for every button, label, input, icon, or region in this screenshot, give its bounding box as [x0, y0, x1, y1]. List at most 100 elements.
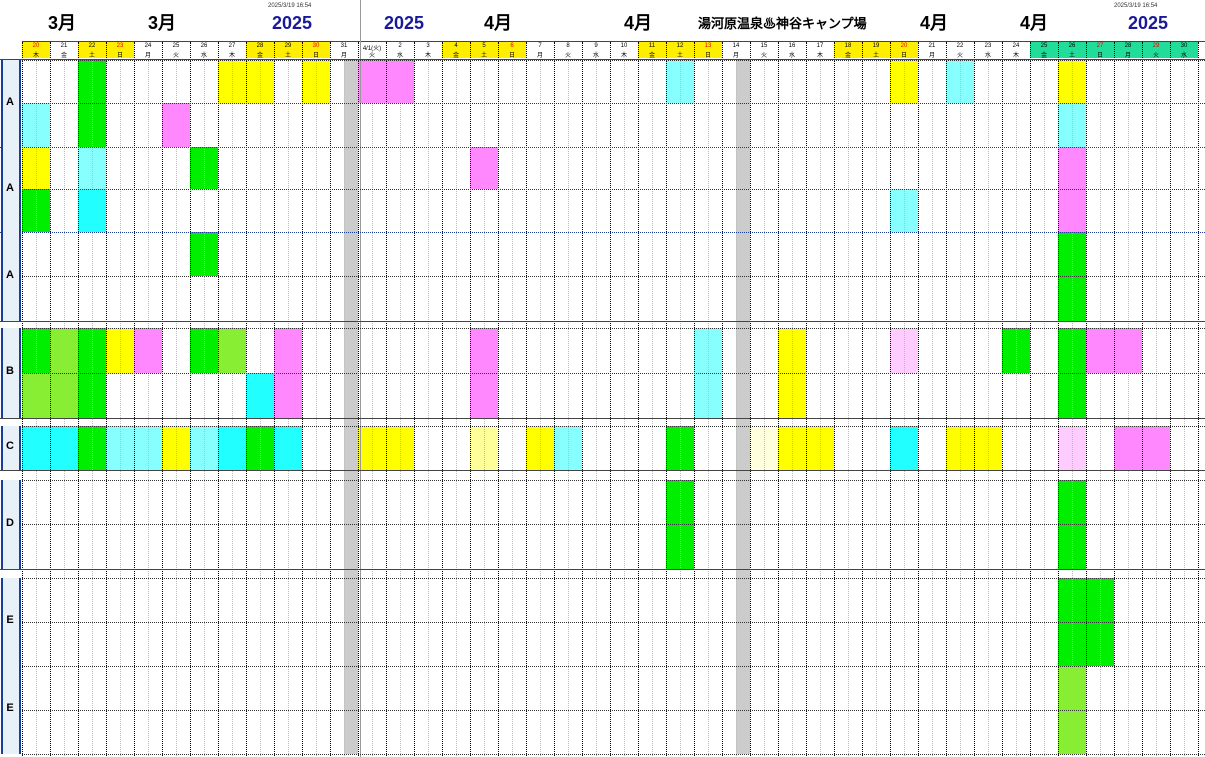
day-gridline [302, 42, 303, 756]
day-gridline [694, 42, 695, 756]
month-year-banner: 4月 [1020, 13, 1049, 33]
section-label: E [6, 702, 14, 714]
day-number: 26 [1068, 43, 1076, 49]
weekday-label: 水 [396, 53, 403, 59]
day-header-cell [1170, 42, 1198, 58]
weekday-label: 水 [592, 53, 599, 59]
weekday-label: 金 [60, 53, 67, 59]
day-header-cell [890, 42, 918, 58]
day-gridline [50, 42, 51, 756]
weekday-label: 木 [1012, 53, 1019, 59]
row-gridline [22, 666, 1205, 667]
day-number: 28 [256, 43, 264, 49]
day-header-cell [1142, 42, 1170, 58]
weekday-label: 木 [228, 53, 235, 59]
day-gridline [218, 42, 219, 756]
weekday-label: 土 [872, 53, 879, 59]
day-number: 13 [704, 43, 712, 49]
row-gridline [22, 276, 1205, 277]
row-gridline [22, 189, 1205, 190]
month-year-banner: 4月 [624, 13, 653, 33]
day-gridline [1002, 42, 1003, 756]
weekday-label: 月 [732, 53, 739, 59]
day-gridline [442, 42, 443, 756]
half-day-gridline [428, 60, 429, 756]
half-day-gridline [372, 60, 373, 756]
day-gridline [750, 42, 751, 756]
half-day-gridline [400, 60, 401, 756]
day-number: 2 [398, 43, 402, 49]
half-day-gridline [792, 60, 793, 756]
day-header-cell [78, 42, 106, 58]
section-label-bar [1, 480, 21, 569]
weekday-label: 火 [172, 53, 179, 59]
day-header-cell [106, 42, 134, 58]
row-gridline [22, 622, 1205, 623]
day-number: 19 [872, 43, 880, 49]
half-day-gridline [652, 60, 653, 756]
half-day-gridline [176, 60, 177, 756]
section-label: D [6, 516, 14, 529]
day-header-cell [1030, 42, 1058, 58]
half-day-gridline [456, 60, 457, 756]
day-number: 22 [956, 43, 964, 49]
section-divider [0, 232, 1205, 233]
day-header-cell [274, 42, 302, 58]
month-year-banner: 4月 [920, 13, 949, 33]
half-day-gridline [92, 60, 93, 756]
day-header-cell [1114, 42, 1142, 58]
half-day-gridline [596, 60, 597, 756]
day-header-cell [442, 42, 470, 58]
closed-day-column [344, 60, 358, 754]
weekday-label: 水 [1180, 53, 1187, 59]
day-gridline [1030, 42, 1031, 756]
weekday-label: 日 [508, 53, 515, 59]
day-number: 20 [900, 43, 908, 49]
weekday-label: 水 [788, 53, 795, 59]
day-number: 21 [928, 43, 936, 49]
weekday-label: 火 [564, 53, 571, 59]
section-divider [0, 569, 1205, 570]
day-gridline [582, 42, 583, 756]
day-header-cell [694, 42, 722, 58]
header-rule [22, 41, 1205, 42]
day-number: 23 [116, 43, 124, 49]
page-divider [360, 0, 361, 757]
half-day-gridline [1128, 60, 1129, 756]
half-day-gridline [1184, 60, 1185, 756]
day-gridline [610, 42, 611, 756]
day-gridline [666, 42, 667, 756]
day-gridline [78, 42, 79, 756]
day-gridline [330, 42, 331, 756]
campsite-title: 湯河原温泉♨神谷キャンプ場 [698, 16, 867, 31]
half-day-gridline [1100, 60, 1101, 756]
day-header-cell [498, 42, 526, 58]
weekday-label: 水 [984, 53, 991, 59]
row-gridline [22, 578, 1205, 579]
section-label-bar [1, 426, 21, 470]
half-day-gridline [848, 60, 849, 756]
day-gridline [1198, 42, 1199, 756]
day-number: 11 [648, 43, 656, 49]
half-day-gridline [1016, 60, 1017, 756]
day-number: 5 [482, 43, 486, 49]
day-gridline [1086, 42, 1087, 756]
day-number: 25 [1040, 43, 1048, 49]
row-gridline [22, 373, 1205, 374]
weekday-label: 火 [760, 53, 767, 59]
weekday-label: 土 [284, 53, 291, 59]
half-day-gridline [148, 60, 149, 756]
day-header-cell [862, 42, 890, 58]
weekday-label: 金 [648, 53, 655, 59]
section-label: E [6, 614, 14, 626]
day-number: 27 [1096, 43, 1104, 49]
weekday-label: 日 [312, 53, 319, 59]
day-gridline [274, 42, 275, 756]
weekday-label: 日 [116, 53, 123, 59]
weekday-label: 火 [1152, 53, 1159, 59]
weekday-label: 日 [900, 53, 907, 59]
day-number: 18 [844, 43, 852, 49]
weekday-label: 金 [1040, 53, 1047, 59]
timestamp-left: 2025/3/19 16:54 [268, 3, 312, 9]
